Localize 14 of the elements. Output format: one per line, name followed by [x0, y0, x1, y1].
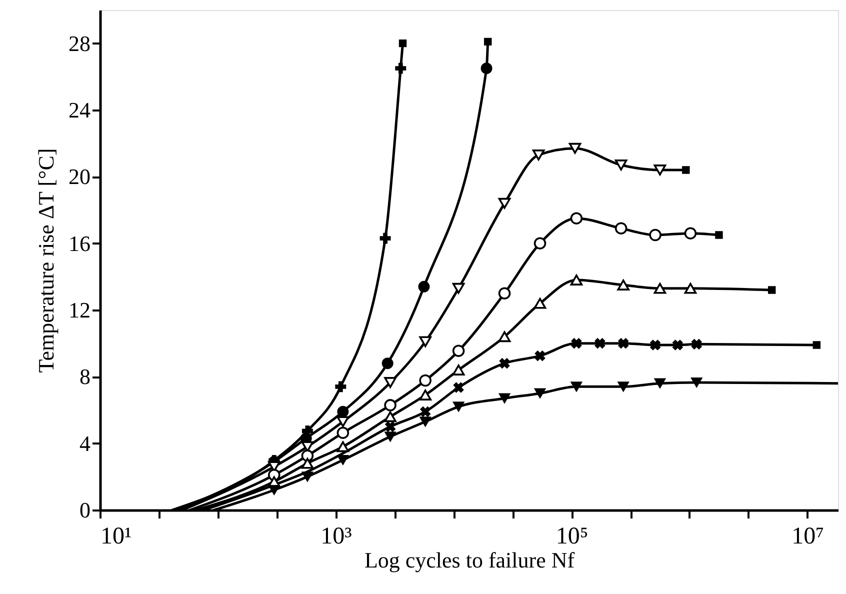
y-tick-label: 16 — [68, 230, 90, 256]
x-tick-label: 10³ — [320, 524, 352, 550]
x-tick-label: 10⁵ — [556, 524, 588, 550]
x-tick-label: 10¹ — [100, 524, 132, 550]
y-tick-label: 28 — [68, 30, 90, 56]
y-axis-title: Temperature rise ΔT [°C] — [34, 148, 58, 373]
y-tick-label: 0 — [80, 498, 90, 522]
y-tick-label: 24 — [68, 98, 90, 122]
y-tick-label: 4 — [80, 430, 90, 456]
y-tick-label: 8 — [80, 364, 90, 390]
x-tick-label: 10⁷ — [792, 524, 824, 550]
x-axis-title: Log cycles to failure Nf — [364, 548, 576, 572]
y-tick-label: 20 — [68, 164, 90, 190]
y-tick-label: 12 — [68, 298, 90, 322]
